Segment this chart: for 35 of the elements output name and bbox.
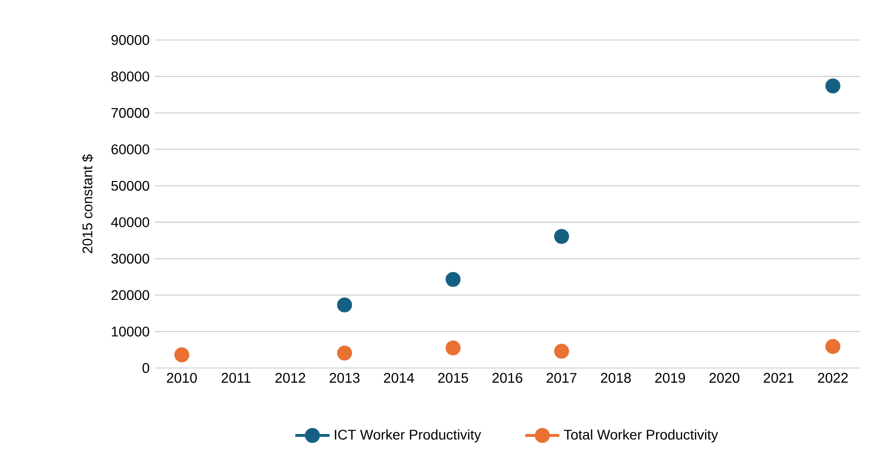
legend-label: Total Worker Productivity [564, 429, 718, 442]
x-tick-label: 2022 [818, 372, 848, 383]
point [554, 228, 570, 244]
point [825, 339, 840, 354]
x-tick-label: 2012 [275, 372, 306, 383]
y-tick-label: 10000 [112, 326, 150, 337]
x-tick-label: 2019 [655, 372, 685, 383]
point [337, 346, 352, 361]
y-tick-label: 60000 [112, 144, 150, 154]
point [337, 297, 352, 312]
x-tick-label: 2020 [709, 372, 740, 383]
y-tick-label: 0 [142, 363, 150, 373]
point [446, 340, 461, 356]
x-tick-label: 2021 [764, 372, 794, 383]
x-tick-label: 2013 [330, 372, 360, 383]
legend-label: ICT Worker Productivity [334, 429, 482, 442]
x-tick-label: 2015 [438, 372, 468, 383]
x-tick-label: 2018 [600, 372, 631, 383]
y-tick-label: 20000 [112, 290, 150, 300]
y-tick-label: 80000 [111, 71, 150, 82]
point [446, 272, 461, 287]
x-tick-label: 2016 [492, 372, 522, 383]
x-tick-label: 2017 [546, 372, 576, 383]
point [554, 344, 570, 359]
y-tick-label: 70000 [112, 108, 150, 118]
x-tick-label: 2010 [166, 372, 197, 383]
x-tick-label: 2011 [222, 372, 250, 383]
y-tick-label: 30000 [111, 254, 150, 264]
y-tick-label: 50000 [111, 180, 150, 191]
point [825, 78, 840, 94]
point [174, 347, 190, 362]
y-axis-title: 2015 constant $ [82, 154, 94, 254]
x-tick-label: 2014 [384, 372, 414, 383]
y-tick-label: 90000 [111, 35, 150, 45]
y-tick-label: 40000 [111, 217, 150, 228]
